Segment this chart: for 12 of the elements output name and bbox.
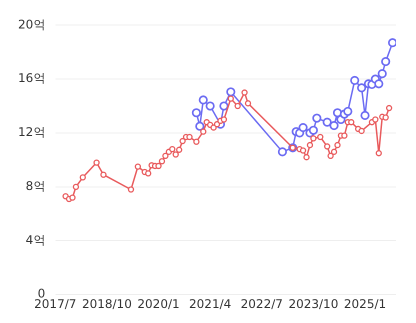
x-tick-label: 2022/7 (240, 296, 283, 311)
x-tick-label: 2018/10 (82, 296, 132, 311)
y-tick-label: 16억 (18, 71, 46, 86)
x-tick-label: 2021/4 (189, 296, 232, 311)
x-tick-label: 2020/1 (137, 296, 180, 311)
y-tick-label: 4억 (26, 232, 46, 247)
x-tick-label: 2017/7 (34, 296, 76, 311)
x-tick-label: 2025/1 (344, 296, 386, 311)
x-tick-label: 2023/10 (288, 296, 338, 311)
y-tick-label: 20억 (18, 17, 46, 32)
y-tick-label: 12억 (18, 125, 46, 140)
y-tick-label: 8억 (26, 178, 46, 193)
